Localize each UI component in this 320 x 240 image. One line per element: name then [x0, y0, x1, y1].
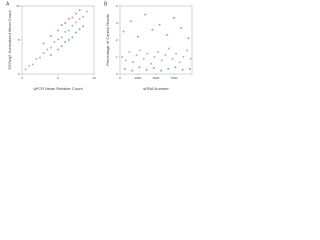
point [157, 50, 160, 53]
point [152, 67, 155, 70]
point [60, 24, 63, 27]
point [64, 22, 67, 24]
point [82, 25, 85, 28]
x-tick-label: 2500 [135, 76, 142, 80]
point [175, 52, 178, 55]
point [28, 64, 31, 67]
point [188, 67, 191, 70]
point [49, 46, 52, 49]
point [138, 66, 141, 69]
point [137, 35, 139, 38]
point [167, 67, 170, 70]
point [75, 31, 77, 34]
point [82, 15, 85, 18]
y-axis-label: DESeq2 Normalized Mean Count [7, 10, 12, 70]
x-axis-label: sRNA Number [143, 86, 169, 91]
point [187, 37, 190, 40]
point [158, 23, 161, 26]
point [57, 29, 59, 32]
y-tick-label: 3 [116, 21, 118, 25]
x-tick-label: 5000 [153, 76, 160, 80]
point [151, 28, 154, 31]
point [39, 56, 41, 59]
point [71, 16, 74, 19]
point [42, 51, 45, 54]
point [85, 10, 88, 13]
point [46, 48, 49, 51]
point [57, 48, 59, 51]
point [121, 56, 124, 58]
y-tick-label: 0 [116, 72, 118, 76]
point [146, 52, 149, 55]
point [153, 56, 156, 58]
point [189, 57, 192, 60]
y-tick-label: 10 [16, 4, 20, 8]
panel-label: A [6, 1, 10, 7]
point [124, 67, 127, 70]
point [49, 34, 52, 37]
y-tick-label: 0 [18, 72, 20, 76]
point [42, 42, 45, 45]
point [145, 68, 148, 71]
x-tick-label: 5 [57, 76, 59, 80]
y-tick-label: 4 [116, 4, 118, 8]
point [67, 29, 70, 32]
point [142, 57, 145, 60]
point [135, 54, 138, 57]
point [185, 49, 188, 52]
point [131, 69, 134, 72]
point [174, 66, 177, 69]
point [164, 54, 167, 57]
point [181, 68, 184, 71]
point [78, 17, 81, 20]
point [67, 39, 70, 41]
point [49, 53, 52, 56]
point [24, 68, 27, 71]
point [131, 61, 134, 64]
point [75, 12, 77, 15]
point [129, 20, 132, 23]
point [75, 21, 77, 24]
point [31, 63, 34, 66]
point [167, 47, 170, 50]
point [160, 69, 163, 72]
point [144, 13, 147, 16]
point [122, 30, 125, 33]
point [60, 45, 63, 48]
y-tick-label: 5 [18, 38, 20, 42]
point [124, 59, 127, 62]
point [60, 36, 63, 39]
point [67, 17, 70, 20]
point [78, 9, 81, 12]
point [139, 49, 142, 52]
point [171, 57, 174, 60]
point [128, 50, 131, 53]
point [64, 30, 67, 33]
plot-frame [119, 5, 193, 75]
point [71, 24, 74, 27]
x-tick-label: 7500 [171, 76, 178, 80]
point [71, 36, 74, 39]
panel-label: B [104, 1, 108, 7]
point [178, 61, 181, 64]
point [57, 38, 59, 41]
x-axis-label: qPCR Mean Relative Count [33, 86, 83, 91]
x-tick-label: 10 [92, 76, 96, 80]
y-tick-label: 2 [116, 38, 118, 42]
point [165, 33, 168, 36]
point [180, 27, 183, 30]
y-axis-label: Percentage of Control Reads [105, 14, 110, 66]
point [64, 41, 67, 44]
point [160, 59, 163, 62]
x-tick-label: 0 [119, 76, 121, 80]
point [173, 16, 175, 19]
y-tick-label: 1 [116, 55, 118, 59]
point [182, 56, 185, 58]
point [78, 28, 81, 31]
point [35, 58, 38, 61]
x-tick-label: 0 [21, 76, 23, 80]
point [149, 62, 152, 65]
point [53, 41, 56, 44]
